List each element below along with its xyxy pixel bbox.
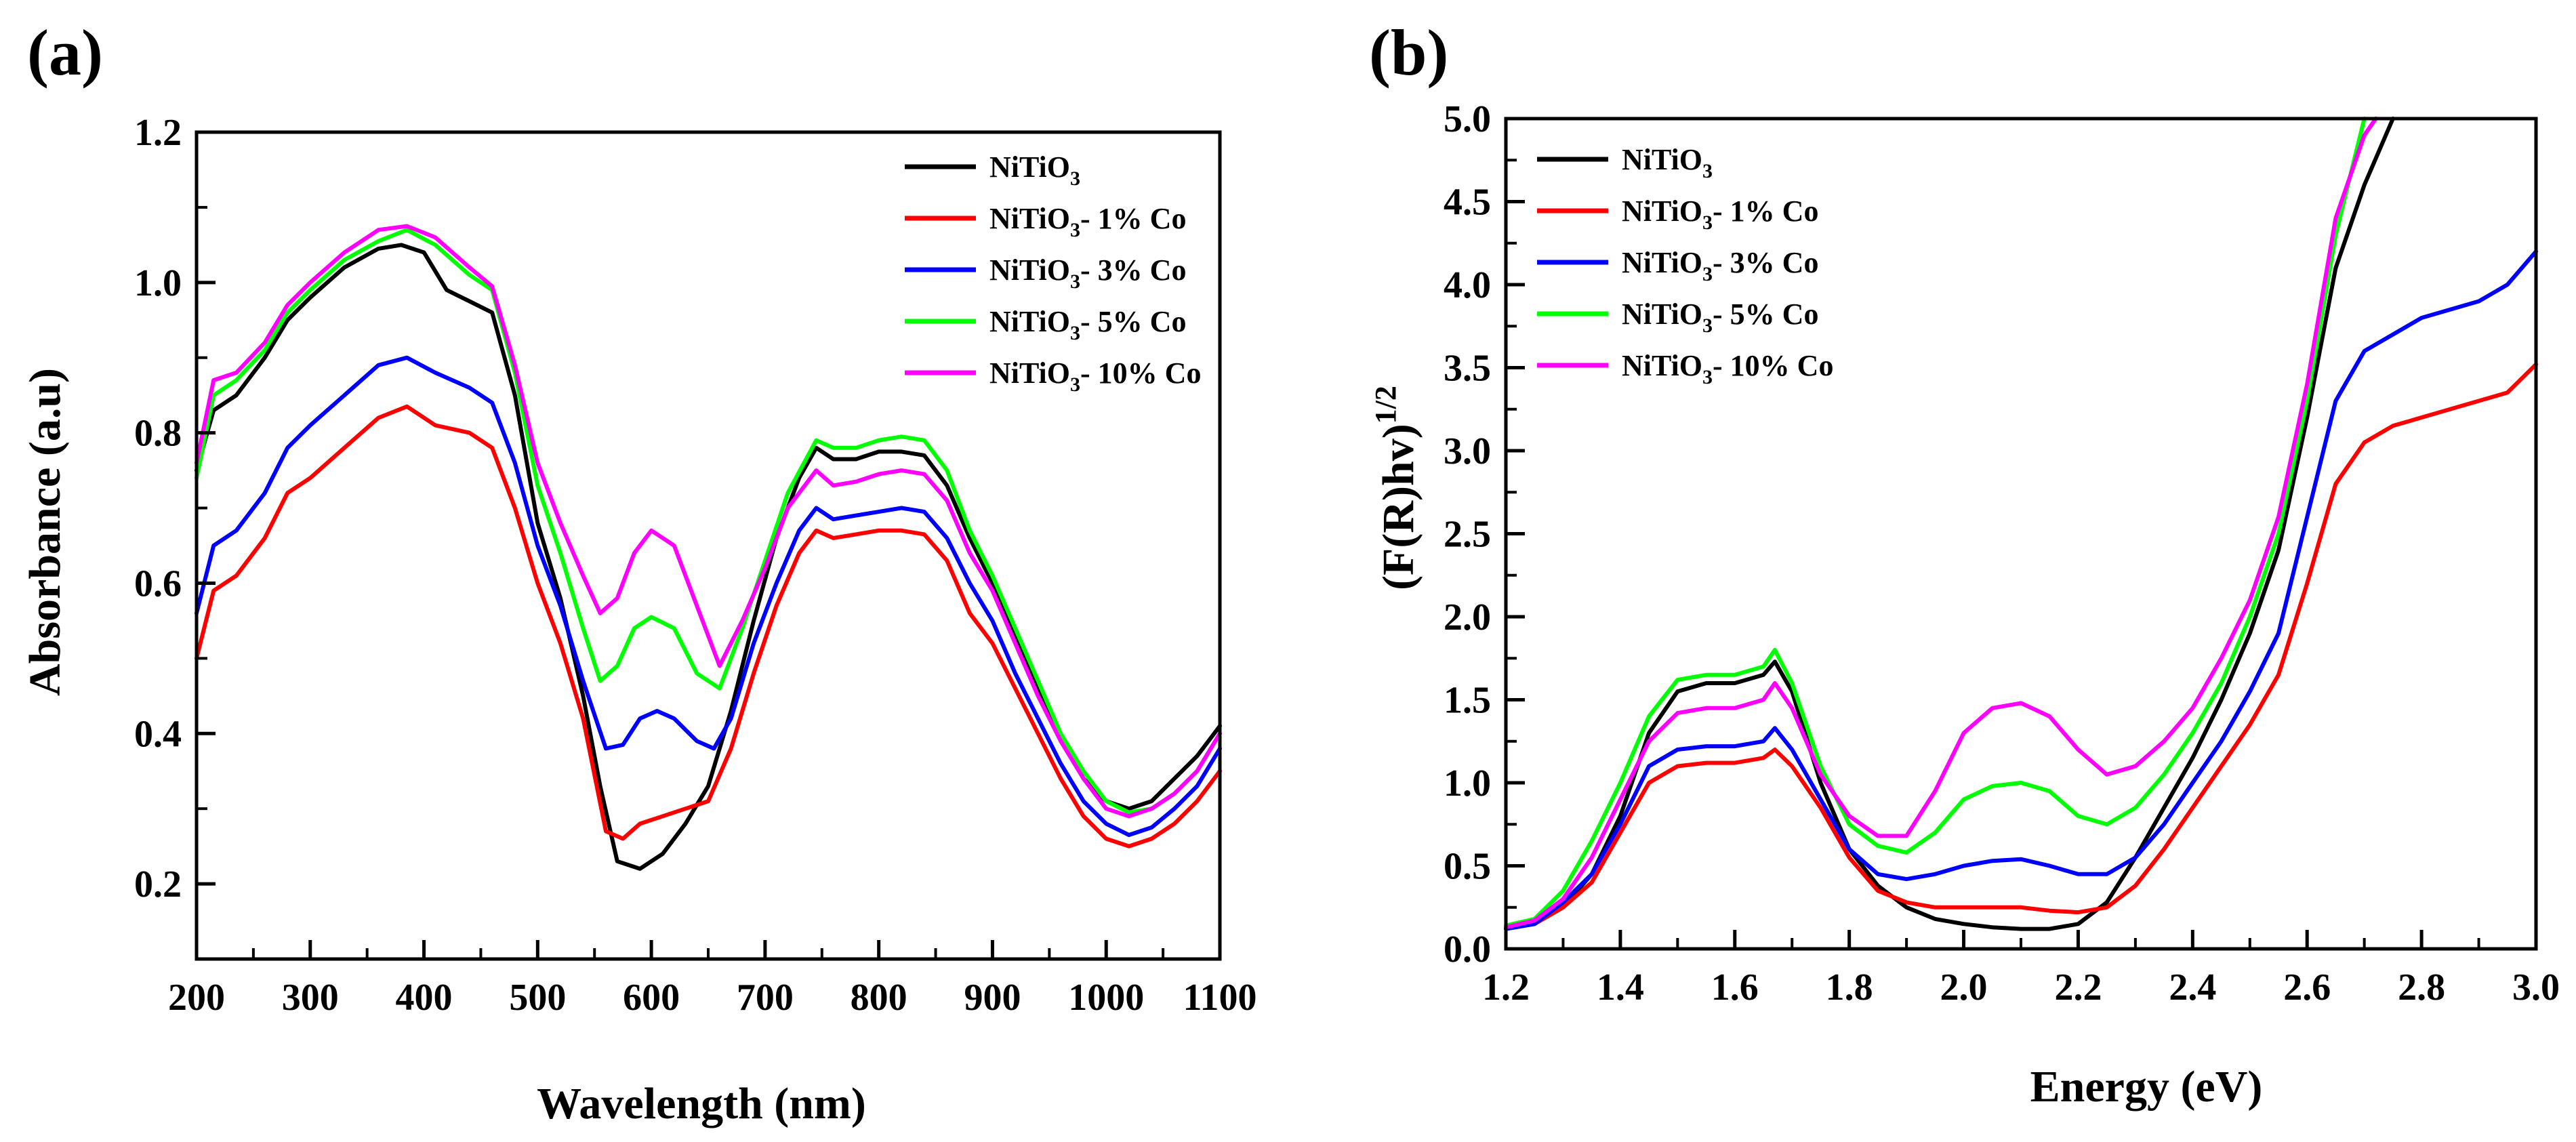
panel-a-y-tick-label: 1.2 xyxy=(134,112,182,154)
panel-b-legend-entry-4: NiTiO3- 10% Co xyxy=(1622,349,1833,388)
panel-b-y-axis-title-sup: 1/2 xyxy=(1369,386,1402,424)
panel-b-legend: NiTiO3 NiTiO3- 1% Co NiTiO3- 3% Co NiTiO3- … xyxy=(1537,143,1833,388)
panel-b-series-line-2 xyxy=(1504,249,2538,931)
panel-b-series-line-0 xyxy=(1504,117,2395,931)
panel-a-x-axis-title: Wavelength (nm) xyxy=(537,1079,866,1128)
panel-a-x-tick-label: 200 xyxy=(168,977,225,1019)
panel-a-series-line-3 xyxy=(195,228,1222,815)
panel-b-legend-entry-3: NiTiO3- 5% Co xyxy=(1622,298,1818,337)
panel-a-y-tick-label: 1.0 xyxy=(134,262,182,304)
panel-b: (b) Energy (eV) (F(R)hv)1/2 1.2 1.4 1.6 1.8… xyxy=(1369,16,2560,1112)
panel-a-legend-entry-4: NiTiO3- 10% Co xyxy=(989,356,1201,396)
panel-a-legend: NiTiO3 NiTiO3- 1% Co NiTiO3- 3% Co NiTiO3- … xyxy=(905,150,1201,396)
panel-a-x-tick-label: 900 xyxy=(964,977,1021,1019)
panel-a-label: (a) xyxy=(27,16,103,89)
panel-b-legend-entry-2: NiTiO3- 3% Co xyxy=(1622,246,1818,285)
panel-a-series-line-4 xyxy=(195,224,1222,819)
panel-b-x-tick-label: 1.2 xyxy=(1482,966,1530,1008)
panel-b-x-tick-label: 2.8 xyxy=(2398,966,2445,1008)
panel-a-legend-entry-1: NiTiO3- 1% Co xyxy=(989,202,1186,241)
panel-b-x-tick-label: 2.2 xyxy=(2054,966,2102,1008)
panel-b-x-tick-label: 2.4 xyxy=(2169,966,2216,1008)
panel-b-y-axis-title: (F(R)hv)1/2 xyxy=(1369,386,1423,590)
panel-a-x-tick-label: 500 xyxy=(509,977,566,1019)
panel-b-x-tick-label: 2.6 xyxy=(2283,966,2331,1008)
panel-b-y-tick-label: 3.0 xyxy=(1444,430,1491,472)
panel-a-legend-entry-0: NiTiO3 xyxy=(989,150,1080,190)
panel-b-y-tick-label: 0.5 xyxy=(1444,846,1491,888)
panel-b-y-tick-label: 1.5 xyxy=(1444,680,1491,722)
panel-b-y-tick-label: 4.5 xyxy=(1444,182,1491,224)
panel-a-series-group xyxy=(195,224,1222,871)
panel-b-series-line-3 xyxy=(1504,117,2367,928)
panel-a-y-tick-label: 0.8 xyxy=(134,413,182,455)
panel-b-y-tick-label: 1.0 xyxy=(1444,762,1491,804)
panel-b-x-tick-label: 1.8 xyxy=(1826,966,1873,1008)
panel-b-ticks: 1.2 1.4 1.6 1.8 2.0 2.2 2.4 2.6 2.8 3.0 0.0 0.5 1.0 1… xyxy=(1444,98,2560,1008)
panel-a-x-tick-label: 800 xyxy=(851,977,907,1019)
panel-b-y-tick-label: 3.5 xyxy=(1444,348,1491,390)
panel-b-x-axis-title: Energy (eV) xyxy=(2030,1062,2263,1112)
panel-b-legend-entry-0: NiTiO3 xyxy=(1622,143,1713,182)
panel-a-legend-entry-3: NiTiO3- 5% Co xyxy=(989,305,1186,344)
panel-a: (a) Wavelength (nm) Absorbance (a.u) 200… xyxy=(20,16,1256,1128)
panel-a-x-tick-label: 700 xyxy=(737,977,794,1019)
panel-b-y-tick-label: 4.0 xyxy=(1444,264,1491,306)
panel-b-label: (b) xyxy=(1369,16,1448,89)
panel-a-series-line-2 xyxy=(195,355,1222,837)
panel-b-series-group xyxy=(1504,117,2538,931)
panel-b-x-tick-label: 1.4 xyxy=(1597,966,1644,1008)
panel-a-x-tick-label: 400 xyxy=(396,977,453,1019)
panel-b-x-tick-label: 3.0 xyxy=(2512,966,2560,1008)
panel-b-x-tick-label: 2.0 xyxy=(1940,966,1988,1008)
panel-a-x-tick-label: 300 xyxy=(282,977,339,1019)
panel-a-x-tick-label: 1000 xyxy=(1068,977,1144,1019)
panel-b-series-line-1 xyxy=(1504,362,2538,931)
panel-b-legend-entry-1: NiTiO3- 1% Co xyxy=(1622,195,1818,234)
panel-b-y-tick-label: 2.5 xyxy=(1444,514,1491,556)
panel-a-x-tick-label: 600 xyxy=(623,977,680,1019)
panel-a-series-line-1 xyxy=(195,404,1222,849)
panel-b-series-line-4 xyxy=(1504,117,2378,930)
panel-a-ticks: 200 300 400 500 600 700 800 900 1000 1100 0.2 0.4 0.… xyxy=(134,112,1256,1019)
panel-b-y-tick-label: 2.0 xyxy=(1444,596,1491,638)
panel-a-y-axis-title: Absorbance (a.u) xyxy=(20,368,70,696)
panel-a-y-tick-label: 0.6 xyxy=(134,563,182,605)
panel-a-x-tick-label: 1100 xyxy=(1183,977,1257,1019)
panel-b-y-tick-label: 5.0 xyxy=(1444,98,1491,140)
panel-a-y-tick-label: 0.4 xyxy=(134,713,182,755)
panel-a-y-tick-label: 0.2 xyxy=(134,863,182,905)
panel-b-y-axis-title-main: (F(R)hv) xyxy=(1374,424,1423,590)
panel-b-y-tick-label: 0.0 xyxy=(1444,929,1491,971)
panel-b-x-tick-label: 1.6 xyxy=(1711,966,1759,1008)
panel-a-legend-entry-2: NiTiO3- 3% Co xyxy=(989,253,1186,293)
